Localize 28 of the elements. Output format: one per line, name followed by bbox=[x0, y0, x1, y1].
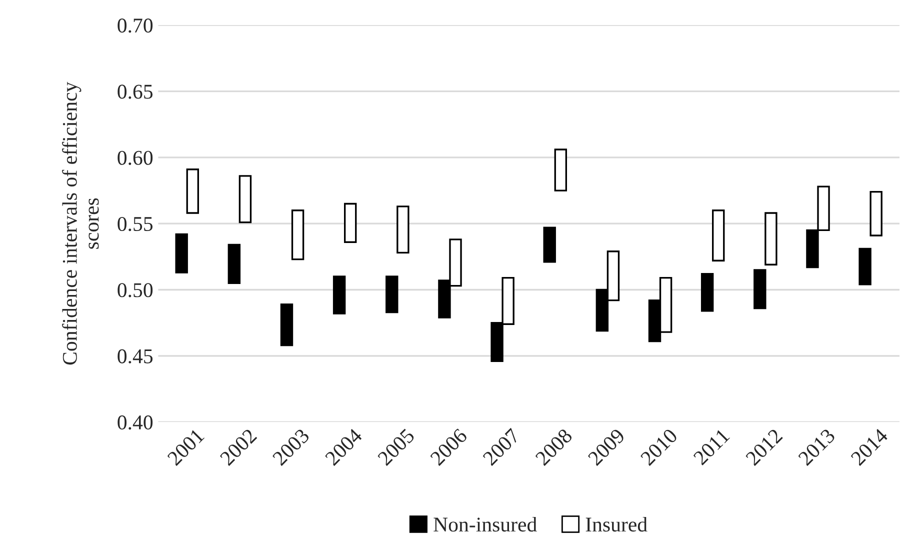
bar bbox=[344, 202, 357, 243]
bar bbox=[396, 206, 410, 254]
bar bbox=[291, 210, 304, 260]
bar bbox=[543, 226, 556, 263]
legend-label: Non-insured bbox=[434, 516, 537, 532]
bar bbox=[554, 148, 567, 192]
bar bbox=[386, 276, 398, 314]
y-tick-label: 0.55 bbox=[118, 216, 153, 232]
y-tick-label: 0.50 bbox=[118, 283, 153, 298]
bar bbox=[175, 233, 188, 274]
legend-label: Insured bbox=[586, 516, 648, 532]
y-tick-label: 0.70 bbox=[118, 18, 153, 33]
y-tick-label: 0.45 bbox=[118, 349, 153, 364]
bar bbox=[332, 276, 346, 314]
bar bbox=[280, 303, 294, 346]
bar bbox=[754, 269, 766, 310]
bar bbox=[700, 273, 714, 312]
bar bbox=[858, 248, 872, 286]
bar bbox=[228, 244, 241, 284]
bar bbox=[238, 175, 252, 224]
y-tick-label: 0.40 bbox=[118, 415, 153, 430]
y-tick-label: 0.65 bbox=[118, 84, 153, 99]
y-tick-label: 0.60 bbox=[118, 150, 153, 165]
bar bbox=[764, 212, 778, 266]
y-axis-title: Confidence intervals of efficiency scores bbox=[62, 82, 99, 365]
bar bbox=[186, 168, 199, 214]
bar bbox=[870, 191, 882, 236]
bar bbox=[712, 210, 725, 262]
